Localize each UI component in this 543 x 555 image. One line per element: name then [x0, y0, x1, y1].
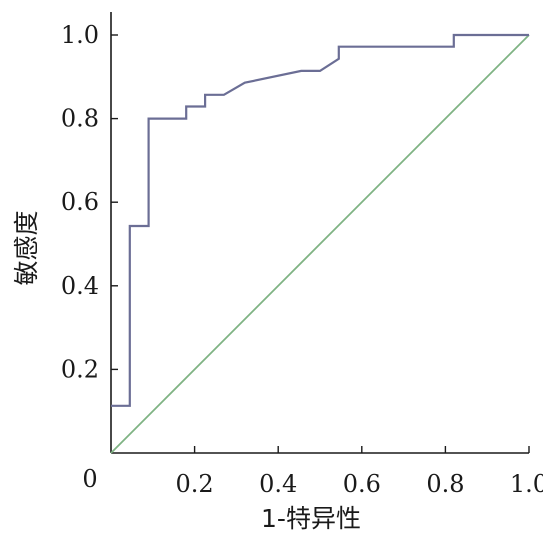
y-tick-label: 0.8 [61, 105, 99, 133]
roc-curve-line [111, 33, 529, 407]
x-tick-label: 0.2 [176, 470, 214, 498]
series [110, 33, 530, 454]
tick-labels: 0.2 0.4 0.6 0.8 1.0 0.2 0.4 0.6 0.8 1.0 [61, 21, 543, 498]
x-tick-label: 1.0 [510, 470, 543, 498]
origin-label: 0 [82, 465, 97, 493]
y-tick-label: 0.6 [61, 188, 99, 216]
y-tick-label: 0.2 [61, 355, 99, 383]
x-tick-label: 0.8 [426, 470, 464, 498]
x-tick-label: 0.4 [259, 470, 297, 498]
x-axis-title: 1-特异性 [261, 504, 361, 533]
x-tick-label: 0.6 [343, 470, 381, 498]
reference-diagonal-line [110, 34, 530, 454]
y-axis-title: 敏感度 [12, 210, 41, 285]
axes [110, 12, 529, 454]
y-tick-label: 0.4 [61, 272, 99, 300]
y-tick-label: 1.0 [61, 21, 99, 49]
ticks [111, 34, 530, 453]
